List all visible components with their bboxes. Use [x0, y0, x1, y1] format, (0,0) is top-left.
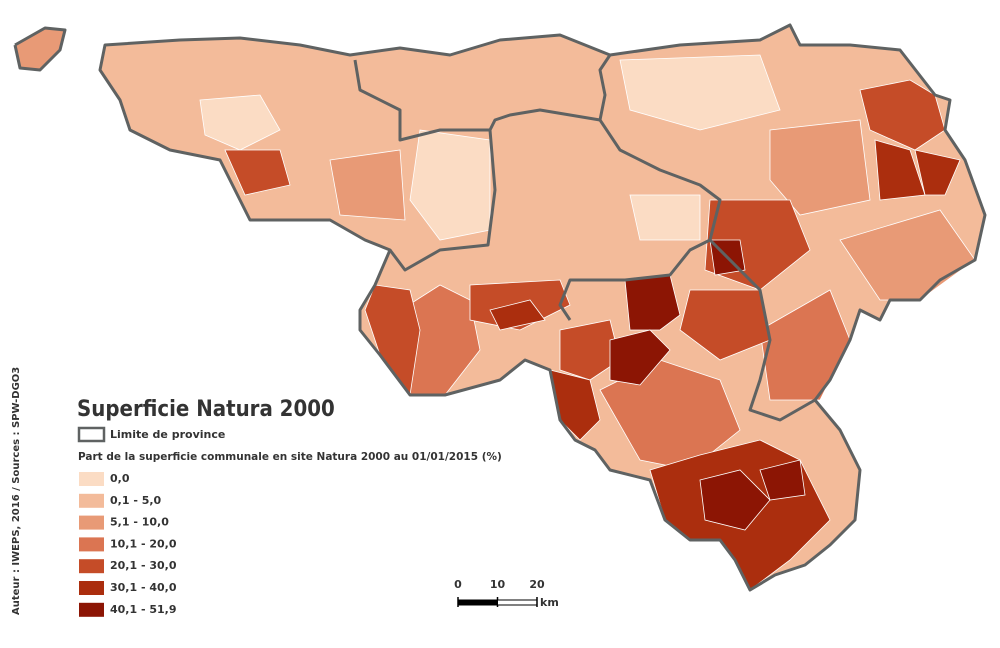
commune: [489, 299, 546, 331]
legend-swatch: [79, 559, 104, 574]
commune: [699, 469, 771, 531]
enclave: [14, 27, 66, 71]
legend-swatch: [79, 472, 104, 486]
commune: [559, 319, 621, 381]
commune: [224, 149, 291, 196]
province-border: [558, 119, 722, 321]
region-map: [13, 23, 987, 592]
legend-label: 0,1 - 5,0: [110, 494, 162, 507]
legend-swatch: [79, 602, 104, 617]
title: Superficie Natura 2000: [77, 397, 335, 422]
commune: [839, 209, 976, 301]
legend-label: 10,1 - 20,0: [110, 537, 177, 550]
legend-label: 0,0: [110, 472, 130, 485]
legend-swatch: [79, 581, 104, 595]
scale-bar: 0 10 20 km: [454, 578, 559, 609]
commune: [619, 54, 781, 131]
legend-swatch: [79, 493, 104, 508]
province-swatch: [77, 426, 106, 443]
legend-label: 5,1 - 10,0: [110, 516, 169, 529]
legend-swatch: [79, 515, 104, 530]
commune: [329, 149, 406, 221]
commune: [759, 459, 806, 501]
commune: [679, 289, 771, 361]
commune: [914, 149, 961, 196]
commune: [629, 194, 701, 241]
scale-unit: km: [540, 596, 559, 609]
province-border: [388, 129, 497, 272]
commune: [769, 119, 871, 216]
legend-label: 20,1 - 30,0: [110, 559, 177, 572]
legend-swatch: [79, 537, 104, 552]
commune: [609, 329, 671, 386]
scale-label: 20: [529, 578, 545, 591]
scale-label: 10: [490, 578, 506, 591]
credit: Auteur : IWEPS, 2016 / Sources : SPW-DGO…: [11, 367, 22, 615]
province-border: [708, 238, 816, 422]
province-label: Limite de province: [110, 428, 225, 441]
commune: [199, 94, 281, 151]
legend-label: 30,1 - 40,0: [110, 581, 177, 594]
legend-label: 40,1 - 51,9: [110, 603, 177, 616]
scale-segment: [497, 599, 538, 606]
legend: 0,0 0,1 - 5,0 5,1 - 10,0 10,1 - 20,0 20,1 - …: [79, 472, 177, 617]
scale-label: 0: [454, 578, 462, 591]
subtitle: Part de la superficie communale en site …: [78, 451, 502, 463]
province-border: [13, 26, 67, 72]
commune: [409, 129, 491, 241]
province-border: [353, 54, 612, 142]
scale-segment: [457, 599, 498, 606]
